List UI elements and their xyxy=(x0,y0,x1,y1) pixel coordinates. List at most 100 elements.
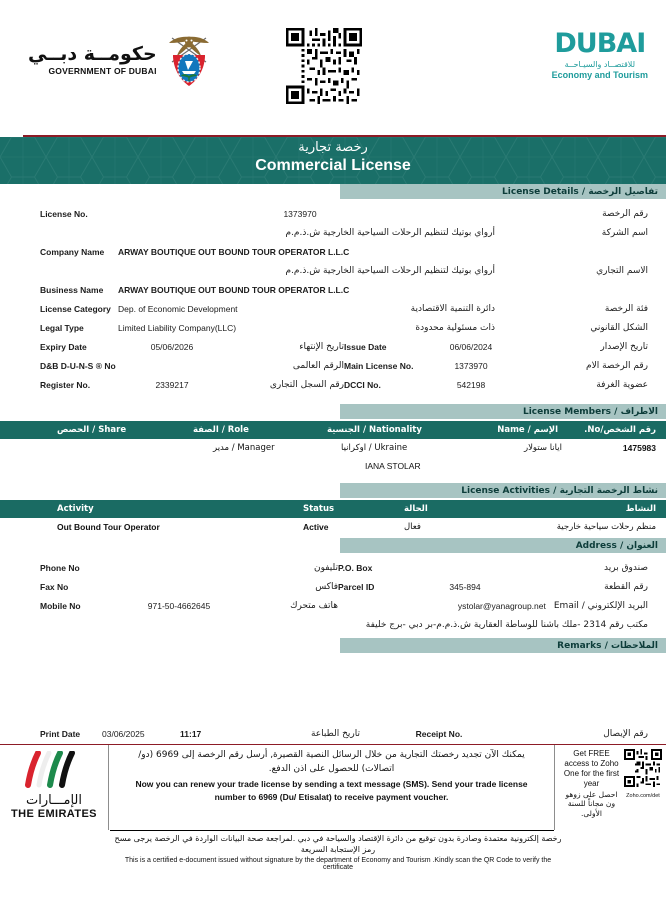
dcci-no-label-ar: عضوية الغرفة xyxy=(596,379,648,390)
license-verification-qr-icon xyxy=(286,28,362,104)
section-label-remarks: الملاحظات / Remarks xyxy=(557,640,658,651)
row-license-no: License No. 1373970 رقم الرخصة xyxy=(0,205,666,223)
banner-strip: رخصة تجارية Commercial License xyxy=(0,137,666,184)
license-no-label-en: License No. xyxy=(40,209,88,219)
activities-col-status-en: Status xyxy=(303,504,335,514)
footer-print-receipt-row: Print Date 03/06/2025 11:17 تاريخ الطباع… xyxy=(0,725,666,745)
print-time-value: 11:17 xyxy=(180,728,202,739)
members-col-share: الحصص / Share xyxy=(57,425,127,435)
emirates-label-ar: الإمـــارات xyxy=(25,792,82,808)
expiry-date-label-en: Expiry Date xyxy=(40,341,87,352)
det-logo-word: DUBAI xyxy=(554,28,646,59)
gov-logo-english-text: GOVERNMENT OF DUBAI xyxy=(48,65,157,76)
address-line-value: مكتب رقم 2314 -ملك باشنا للوساطة العقاري… xyxy=(365,620,648,630)
members-col-name: الإسم / Name xyxy=(497,425,558,435)
document-footer: Print Date 03/06/2025 11:17 تاريخ الطباع… xyxy=(0,725,666,907)
emirates-flag-logo: الإمـــارات THE EMIRATES xyxy=(0,744,109,830)
email-value[interactable]: ystolar@yanagroup.net xyxy=(457,600,546,611)
row-business-name-arabic: أرواي بوتيك لتنظيم الرحلات السياحية الخا… xyxy=(0,261,666,280)
footer-promo-row: الإمـــارات THE EMIRATES يمكنك الآن تجدي… xyxy=(0,744,666,830)
license-category-label-ar: فئة الرخصة xyxy=(604,303,648,314)
dubai-economy-tourism-logo: DUBAI للاقتصــاد والسيـاحــة Economy and… xyxy=(552,30,648,80)
print-date-value: 03/06/2025 xyxy=(102,728,145,739)
sms-notice-en-line1: Now you can renew your trade license by … xyxy=(135,778,528,789)
receipt-no-label-ar: رقم الإيصال xyxy=(603,728,648,739)
det-logo-arabic: للاقتصــاد والسيـاحــة xyxy=(564,60,636,69)
row-fax-parcel: Fax No فاكس Parcel ID 345-894 رقم القطعة xyxy=(0,577,666,596)
license-members-row-latin-name: IANA STOLAR xyxy=(0,457,666,475)
license-no-value: 1373970 xyxy=(283,209,317,219)
disclaimer-en: This is a certified e-document issued wi… xyxy=(124,857,552,871)
fax-no-label-ar: فاكس xyxy=(315,581,338,592)
row-duns-main-license: D&B D-U-N-S ® No الرقم العالمى Main Lice… xyxy=(0,356,666,375)
section-header-address: العنوان / Address xyxy=(340,538,666,553)
expiry-date-value: 05/06/2026 xyxy=(150,341,194,352)
license-details-body: License No. 1373970 رقم الرخصة أرواي بوت… xyxy=(0,199,666,394)
banner-title-arabic: رخصة تجارية xyxy=(298,140,368,155)
section-header-license-details: تفاصيل الرخصة / License Details xyxy=(340,184,666,199)
register-no-label-ar: رقم السجل التجارى xyxy=(269,379,344,390)
activity-name-ar: منظم رحلات سياحية خارجية xyxy=(556,522,656,532)
uae-emblem-icon xyxy=(168,36,209,86)
hex-pattern-decoration xyxy=(0,137,666,184)
license-category-value-ar: دائرة التنمية الاقتصادية xyxy=(410,303,495,314)
footer-disclaimer: رخصة إلكترونية معتمدة وصادرة بدون توقيع … xyxy=(0,831,666,871)
member-no-value: 1475983 xyxy=(622,443,656,453)
members-col-nationality: الجنسية / Nationality xyxy=(327,425,422,435)
det-logo-english: Economy and Tourism xyxy=(551,70,648,80)
row-company-name-arabic: أرواي بوتيك لتنظيم الرحلات السياحية الخا… xyxy=(0,223,666,242)
po-box-label-ar: صندوق بريد xyxy=(604,562,648,573)
section-label-license-members: الاطراف / License Members xyxy=(522,406,658,417)
activity-status-en: Active xyxy=(303,522,329,532)
main-license-no-label-ar: رقم الرخصة الام xyxy=(586,360,648,371)
banner-title-english: Commercial License xyxy=(255,157,411,175)
sms-renewal-notice: يمكنك الآن تجديد رخصتك التجارية من خلال … xyxy=(109,745,554,830)
legal-type-value-en: Limited Liability Company(LLC) xyxy=(118,322,237,333)
license-members-table: الحصص / Share الصفة / Role الجنسية / Nat… xyxy=(0,421,666,475)
members-col-role: الصفة / Role xyxy=(193,425,249,435)
mobile-no-label-en: Mobile No xyxy=(40,600,81,611)
parcel-id-label-en: Parcel ID xyxy=(338,581,375,592)
row-register-dcci: Register No. 2339217 رقم السجل التجارى D… xyxy=(0,375,666,394)
emirates-label-en: THE EMIRATES xyxy=(11,807,97,820)
email-label: البريد الإلكتروني / Email xyxy=(553,600,648,611)
activities-col-activity-ar: النشاط xyxy=(625,504,656,514)
license-members-header-row: الحصص / Share الصفة / Role الجنسية / Nat… xyxy=(0,421,666,439)
license-activities-table: Activity Status الحالة النشاط Out Bound … xyxy=(0,500,666,536)
section-header-license-members: الاطراف / License Members xyxy=(340,404,666,419)
business-name-value-ar: أرواي بوتيك لتنظيم الرحلات السياحية الخا… xyxy=(285,265,495,276)
remarks-body xyxy=(0,653,666,675)
member-name-value-en: IANA STOLAR xyxy=(365,461,421,471)
section-label-license-details: تفاصيل الرخصة / License Details xyxy=(502,186,658,197)
duns-label-ar: الرقم العالمى xyxy=(292,360,344,371)
issue-date-label-ar: تاريخ الإصدار xyxy=(600,341,648,352)
main-license-no-value: 1373970 xyxy=(454,360,488,371)
license-category-value-en: Dep. of Economic Development xyxy=(118,303,238,314)
business-name-label-ar: الاسم التجاري xyxy=(596,265,648,276)
row-legal-type: Legal Type Limited Liability Company(LLC… xyxy=(0,318,666,337)
main-license-no-label-en: Main License No. xyxy=(344,360,414,371)
expiry-date-label-ar: تاريخ الإنتهاء xyxy=(299,341,344,352)
duns-label-en: D&B D-U-N-S ® No xyxy=(40,360,116,371)
print-date-label-ar: تاريخ الطباعة xyxy=(310,728,360,739)
issue-date-label-en: Issue Date xyxy=(344,341,387,352)
legal-type-label-ar: الشكل القانوني xyxy=(590,322,648,333)
license-category-label-en: License Category xyxy=(40,303,111,314)
zoho-promo-en: Get FREE access to Zoho One for the firs… xyxy=(563,748,620,788)
business-name-label-en: Business Name xyxy=(40,284,104,295)
issue-date-value: 06/06/2024 xyxy=(449,341,493,352)
legal-type-label-en: Legal Type xyxy=(40,322,84,333)
sms-notice-ar-line2: اتصالات) للحصول على اذن الدفع. xyxy=(268,763,395,774)
mobile-no-value: 971-50-4662645 xyxy=(147,600,211,611)
member-name-value-ar: ايانا ستولار xyxy=(523,443,562,453)
print-date-label-en: Print Date xyxy=(40,728,81,739)
company-name-label-ar: اسم الشركة xyxy=(601,227,648,238)
section-label-address: العنوان / Address xyxy=(575,540,658,551)
title-banner: رخصة تجارية Commercial License xyxy=(0,135,666,184)
phone-no-label-ar: تليفون xyxy=(313,562,338,573)
activity-name-en: Out Bound Tour Operator xyxy=(57,522,160,532)
dcci-no-value: 542198 xyxy=(456,379,486,390)
zoho-promo-ar: احصل على زوهو ون مجاناً للسنة الأولى. xyxy=(565,789,618,819)
disclaimer-ar: رخصة إلكترونية معتمدة وصادرة بدون توقيع … xyxy=(114,833,562,854)
